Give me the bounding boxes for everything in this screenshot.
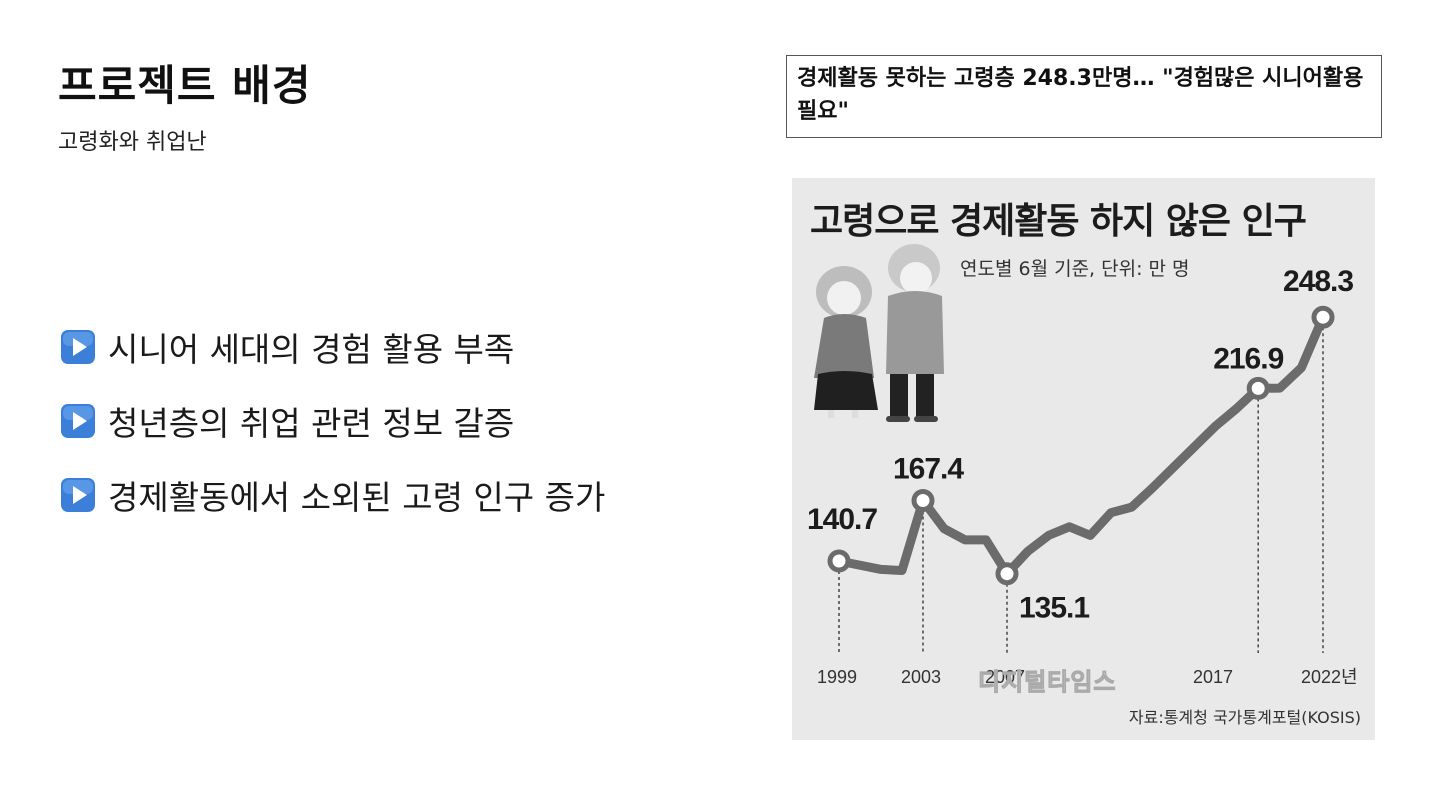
data-label: 167.4 [893, 453, 964, 486]
series-line [834, 312, 1328, 579]
chart-figure: 140.7 167.4 135.1 216.9 248.3 1999 2003 2007 20… [792, 178, 1375, 740]
bullet-item: 청년층의 취업 관련 정보 갈증 [60, 399, 605, 443]
data-point [1246, 376, 1270, 400]
line-chart: 140.7 167.4 135.1 216.9 248.3 1999 2003 2007 20… [807, 244, 1358, 687]
data-label: 135.1 [1019, 592, 1089, 625]
data-point [911, 489, 935, 513]
x-tick-label: 2007 [985, 667, 1025, 687]
slide-title: 프로젝트 배경 [58, 61, 312, 110]
bullet-list: 시니어 세대의 경험 활용 부족 청년층의 취업 관련 정보 갈증 경제활동에서… [60, 325, 605, 547]
data-label: 140.7 [807, 503, 877, 536]
slide-subtitle: 고령화와 취업난 [58, 130, 207, 155]
play-button-icon [61, 330, 95, 364]
data-point [995, 562, 1019, 586]
news-headline: 경제활동 못하는 고령층 248.3만명… "경험많은 시니어활용 필요" [786, 55, 1382, 138]
x-tick-label: 2022년 [1301, 667, 1358, 687]
bullet-item: 시니어 세대의 경험 활용 부족 [60, 325, 605, 369]
data-point [1311, 305, 1335, 329]
chart-subtitle: 연도별 6월 기준, 단위: 만 명 [960, 258, 1190, 280]
data-labels: 140.7 167.4 135.1 216.9 248.3 [807, 265, 1354, 625]
bullet-item: 경제활동에서 소외된 고령 인구 증가 [60, 473, 605, 517]
watermark: 디지털타임스 [977, 668, 1117, 697]
data-label: 216.9 [1213, 342, 1283, 375]
x-tick-label: 1999 [817, 667, 857, 687]
chart-title: 고령으로 경제활동 하지 않은 인구 [810, 201, 1307, 242]
drop-lines [838, 327, 1324, 653]
data-point [827, 549, 851, 573]
chart-source: 자료:통계청 국가통계포털(KOSIS) [1128, 708, 1361, 727]
x-tick-label: 2003 [901, 667, 941, 687]
data-label: 248.3 [1283, 265, 1353, 298]
play-button-icon [61, 404, 95, 438]
bullet-text: 청년층의 취업 관련 정보 갈증 [108, 404, 515, 443]
bullet-text: 시니어 세대의 경험 활용 부족 [108, 330, 515, 369]
play-button-icon [61, 478, 95, 512]
data-markers [827, 305, 1335, 586]
x-axis-ticks: 1999 2003 2007 2017 2022년 [817, 667, 1358, 687]
x-tick-label: 2017 [1193, 667, 1233, 687]
elderly-couple-illustration [814, 244, 944, 422]
bullet-text: 경제활동에서 소외된 고령 인구 증가 [108, 478, 606, 517]
